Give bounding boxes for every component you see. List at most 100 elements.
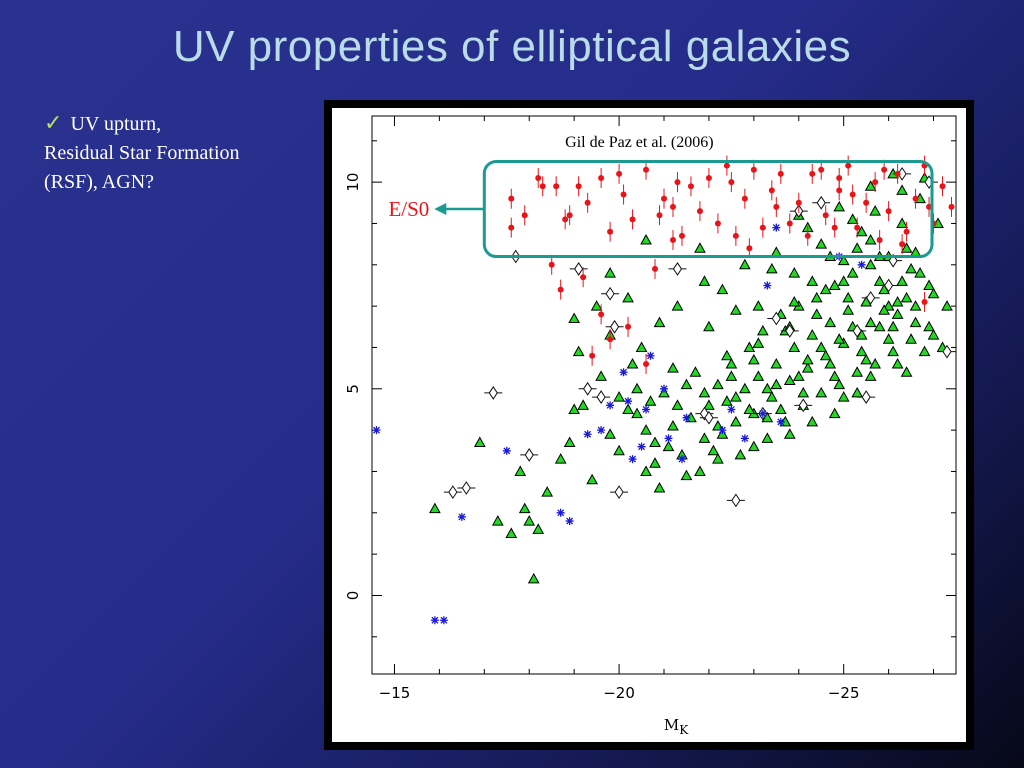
data-point-triangle <box>532 523 545 534</box>
data-point-es0 <box>678 232 685 239</box>
data-point-triangle <box>631 382 643 394</box>
data-point-asterisk <box>660 384 668 393</box>
data-point-triangle <box>828 370 841 381</box>
data-point-triangle <box>752 370 765 381</box>
data-point-triangle <box>671 399 684 410</box>
bullet-line-1: ✓ UV upturn, <box>44 108 314 139</box>
data-point-es0 <box>746 245 753 252</box>
data-point-triangle <box>792 370 805 381</box>
data-point-es0 <box>777 170 784 177</box>
data-point-triangle <box>927 329 940 340</box>
data-point-es0 <box>899 241 906 248</box>
data-point-triangle <box>864 233 877 245</box>
data-point-triangle <box>815 341 828 352</box>
data-point-triangle <box>730 391 742 402</box>
data-point-diamond <box>574 262 584 276</box>
bullet-list: ✓ UV upturn, Residual Star Formation (RSF… <box>44 108 314 197</box>
data-point-es0 <box>521 212 528 219</box>
data-point-triangle <box>653 481 666 493</box>
es0-label: E/S0 <box>388 197 429 221</box>
x-tick-label: −25 <box>828 684 860 702</box>
data-point-triangle <box>653 316 666 328</box>
data-point-es0 <box>584 199 591 206</box>
data-point-es0 <box>580 274 587 281</box>
data-point-triangle <box>824 316 837 328</box>
data-point-asterisk <box>677 455 686 464</box>
data-point-asterisk <box>718 426 727 435</box>
data-point-es0 <box>831 224 838 231</box>
data-point-es0 <box>921 299 928 305</box>
data-point-triangle <box>833 378 846 390</box>
data-point-triangle <box>667 419 679 431</box>
data-point-es0 <box>854 224 861 231</box>
data-point-diamond <box>785 324 795 338</box>
data-point-triangle <box>833 333 846 344</box>
data-point-triangle <box>788 341 801 352</box>
data-point-es0 <box>598 175 605 181</box>
slide-title: UV properties of elliptical galaxies <box>172 22 852 71</box>
data-point-triangle <box>680 469 693 481</box>
data-point-triangle <box>815 238 828 249</box>
x-tick-label: −15 <box>379 684 411 702</box>
data-point-triangle <box>613 444 625 456</box>
data-point-triangle <box>927 287 940 299</box>
data-point-triangle <box>846 213 859 224</box>
data-point-es0 <box>863 199 870 206</box>
y-tick-label: 10 <box>344 173 362 192</box>
data-point-es0 <box>535 175 542 181</box>
data-point-triangle <box>855 345 868 357</box>
data-point-triangle <box>568 403 581 414</box>
data-point-triangle <box>851 366 864 377</box>
data-point-triangle <box>891 357 904 369</box>
data-point-es0 <box>732 232 739 239</box>
data-point-es0 <box>885 208 892 215</box>
data-point-diamond <box>852 324 862 338</box>
data-point-triangle <box>698 432 711 443</box>
data-point-triangle <box>873 320 886 332</box>
data-point-diamond <box>866 290 876 305</box>
data-point-triangle <box>721 395 733 406</box>
data-point-asterisk <box>776 417 785 426</box>
data-point-triangle <box>788 267 801 278</box>
data-point-asterisk <box>606 401 615 410</box>
data-point-diamond <box>524 448 534 462</box>
data-point-es0 <box>562 216 569 223</box>
data-point-triangle <box>842 291 855 303</box>
data-point-es0 <box>643 361 650 367</box>
data-point-asterisk <box>763 281 772 290</box>
data-point-es0 <box>652 265 659 272</box>
data-point-triangle <box>694 242 706 253</box>
data-point-triangle <box>590 300 603 311</box>
data-point-triangle <box>806 415 819 427</box>
data-point-es0 <box>629 216 636 223</box>
data-point-es0 <box>687 183 694 190</box>
data-point-es0 <box>894 170 901 177</box>
data-point-triangle <box>837 391 850 402</box>
data-point-es0 <box>786 220 793 227</box>
data-point-diamond <box>816 195 826 210</box>
data-point-diamond <box>605 286 615 301</box>
data-point-triangle <box>680 378 693 390</box>
data-point-triangle <box>900 366 913 377</box>
data-point-triangle <box>918 345 931 357</box>
data-point-asterisk <box>646 351 655 360</box>
data-point-triangle <box>734 448 747 460</box>
data-point-asterisk <box>430 616 439 625</box>
data-point-asterisk <box>758 409 767 418</box>
data-point-diamond <box>884 278 894 293</box>
data-point-triangle <box>891 295 904 307</box>
data-point-diamond <box>942 344 952 359</box>
data-point-es0 <box>714 220 721 227</box>
checkmark-icon: ✓ <box>44 110 63 135</box>
data-point-triangle <box>595 370 607 381</box>
data-point-es0 <box>616 170 623 177</box>
data-point-triangle <box>541 486 554 497</box>
data-point-triangle <box>833 200 846 212</box>
data-point-triangle <box>864 370 877 381</box>
data-point-es0 <box>607 228 614 235</box>
data-point-triangle <box>765 391 778 402</box>
data-point-asterisk <box>642 405 651 414</box>
data-point-triangle <box>586 473 598 485</box>
data-point-es0 <box>750 166 757 173</box>
